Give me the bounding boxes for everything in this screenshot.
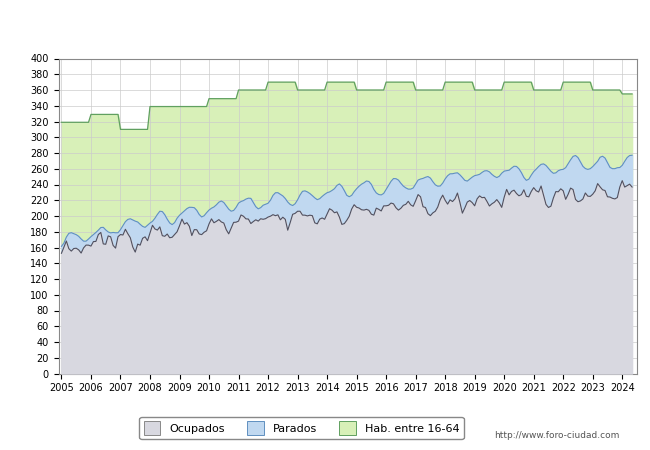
Text: Dólar - Evolucion de la poblacion en edad de Trabajar Mayo de 2024: Dólar - Evolucion de la poblacion en eda…	[98, 19, 552, 32]
Legend: Ocupados, Parados, Hab. entre 16-64: Ocupados, Parados, Hab. entre 16-64	[139, 417, 463, 439]
Text: http://www.foro-ciudad.com: http://www.foro-ciudad.com	[494, 431, 619, 440]
